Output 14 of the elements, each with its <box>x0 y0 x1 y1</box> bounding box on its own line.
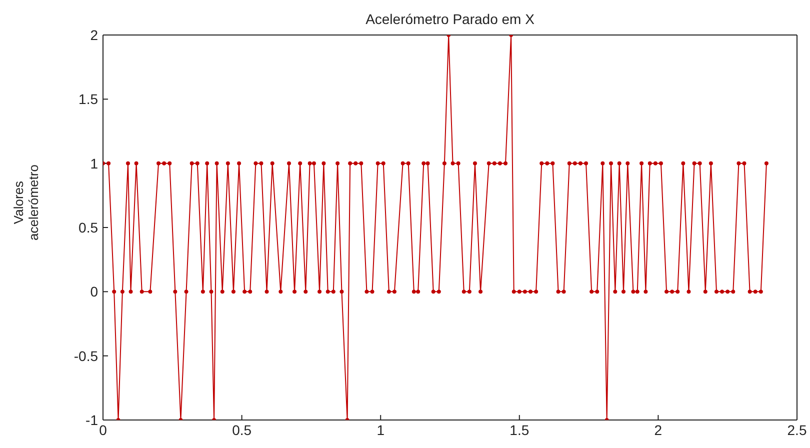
y-tick-label: 0 <box>90 284 98 300</box>
y-tick-label: 1.5 <box>78 91 98 108</box>
y-tick-label: 2 <box>90 26 98 43</box>
y-tick-label: 1 <box>90 155 98 172</box>
x-tick-label: 2 <box>654 422 662 438</box>
x-tick-label: 1.5 <box>510 422 530 438</box>
x-tick-label: 2.5 <box>787 422 807 438</box>
x-tick-label: 0.5 <box>232 422 252 438</box>
y-tick-label: -0.5 <box>74 348 98 364</box>
y-tick-label: -1 <box>86 412 98 428</box>
y-axis-title: Valores acelerómetro <box>11 164 41 240</box>
x-tick-label: 1 <box>376 422 385 438</box>
chart-title: Acelerómetro Parado em X <box>364 11 536 27</box>
y-tick-label: 0.5 <box>78 219 98 236</box>
